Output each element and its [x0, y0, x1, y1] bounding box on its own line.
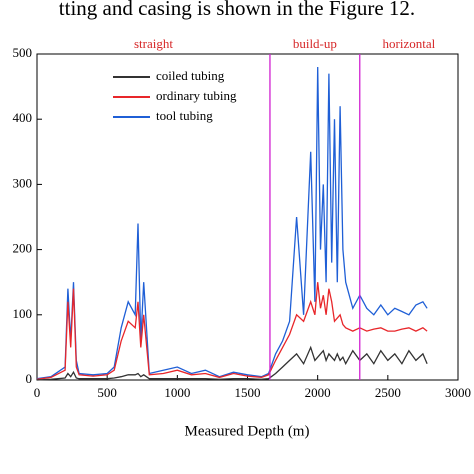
- section-label: build-up: [293, 36, 337, 51]
- x-tick-label: 3000: [445, 385, 471, 400]
- x-tick-label: 1500: [235, 385, 261, 400]
- y-tick-label: 400: [13, 110, 33, 125]
- x-tick-label: 2000: [305, 385, 331, 400]
- section-label: horizontal: [383, 36, 436, 51]
- x-tick-label: 1000: [164, 385, 190, 400]
- y-tick-label: 100: [13, 306, 33, 321]
- series-line: [36, 282, 428, 380]
- series-line: [36, 66, 428, 380]
- y-tick-label: 500: [13, 45, 33, 60]
- x-tick-label: 500: [97, 385, 117, 400]
- x-axis-label: Measured Depth (m): [185, 423, 310, 439]
- x-tick-label: 0: [34, 385, 41, 400]
- legend-label: coiled tubing: [156, 68, 225, 83]
- caption: tting and casing is shown in the Figure …: [59, 0, 415, 20]
- section-label: straight: [134, 36, 173, 51]
- y-tick-label: 0: [26, 371, 33, 386]
- legend-label: tool tubing: [156, 108, 213, 123]
- y-tick-label: 300: [13, 175, 33, 190]
- legend-label: ordinary tubing: [156, 88, 237, 103]
- x-tick-label: 2500: [375, 385, 401, 400]
- y-tick-label: 200: [13, 241, 33, 256]
- series-line: [36, 345, 428, 381]
